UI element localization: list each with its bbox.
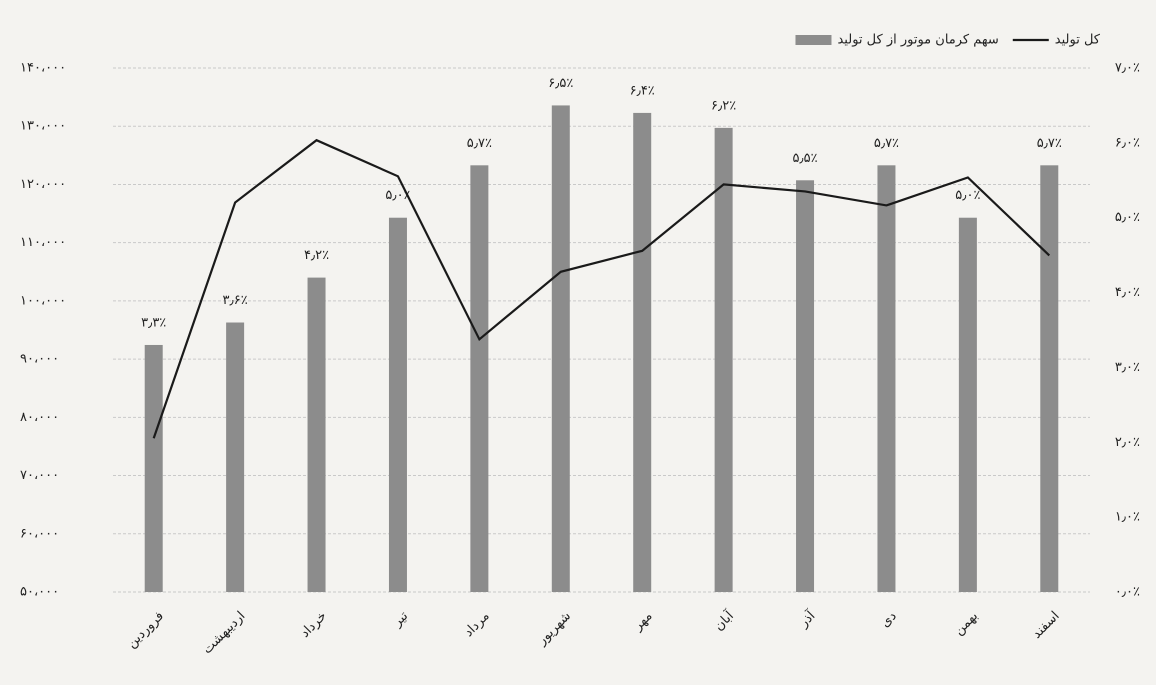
bar <box>714 127 733 592</box>
y2-tick-label: ۲٫۰٪ <box>1115 435 1140 450</box>
data-label: ۵٫۷٪ <box>874 136 899 151</box>
data-label: ۵٫۷٪ <box>467 136 492 151</box>
bar <box>388 217 407 592</box>
bar <box>796 180 815 593</box>
data-label: ۵٫۵٪ <box>792 151 817 166</box>
data-label: ۳٫۶٪ <box>223 293 248 308</box>
bar <box>226 322 245 592</box>
bar <box>633 112 652 593</box>
y-tick-label: ۱۲۰،۰۰۰ <box>20 177 66 192</box>
y2-tick-label: ۷٫۰٪ <box>1115 61 1140 76</box>
y-tick-label: ۱۱۰،۰۰۰ <box>20 235 66 250</box>
y-tick-label: ۶۰،۰۰۰ <box>20 526 59 541</box>
bar <box>307 277 326 592</box>
y-tick-label: ۱۳۰،۰۰۰ <box>20 119 66 134</box>
data-label: ۵٫۷٪ <box>1037 136 1062 151</box>
y2-tick-label: ۵٫۰٪ <box>1115 210 1140 225</box>
line <box>152 138 1051 439</box>
y2-tick-label: ۳٫۰٪ <box>1115 360 1140 375</box>
legend-label: کل تولید <box>1055 33 1101 48</box>
y-tick-label: ۹۰،۰۰۰ <box>20 352 59 367</box>
y-tick-label: ۱۴۰،۰۰۰ <box>20 61 66 76</box>
y-tick-label: ۵۰،۰۰۰ <box>20 585 59 600</box>
y2-tick-label: ۱٫۰٪ <box>1115 510 1140 525</box>
bar <box>877 165 896 593</box>
bar <box>958 217 977 592</box>
bar <box>551 105 570 592</box>
data-label: ۶٫۲٪ <box>711 98 736 113</box>
y-tick-label: ۱۰۰،۰۰۰ <box>20 293 66 308</box>
y-tick-label: ۸۰،۰۰۰ <box>20 410 59 425</box>
y2-tick-label: ۴٫۰٪ <box>1115 285 1140 300</box>
y2-tick-label: ۶٫۰٪ <box>1115 135 1140 150</box>
bar <box>144 344 163 592</box>
data-label: ۶٫۴٪ <box>630 83 655 98</box>
y-tick-label: ۷۰،۰۰۰ <box>20 468 59 483</box>
bar <box>1040 165 1059 593</box>
data-label: ۴٫۲٪ <box>304 248 329 263</box>
bar <box>470 165 489 593</box>
legend-label: سهم کرمان موتور از کل تولید <box>837 33 998 48</box>
data-label: ۵٫۰٪ <box>385 188 410 203</box>
y2-tick-label: ۰٫۰٪ <box>1115 585 1140 600</box>
data-label: ۵٫۰٪ <box>955 188 980 203</box>
data-label: ۶٫۵٪ <box>548 76 573 91</box>
legend-swatch <box>795 35 832 45</box>
data-label: ۳٫۳٪ <box>141 315 166 330</box>
